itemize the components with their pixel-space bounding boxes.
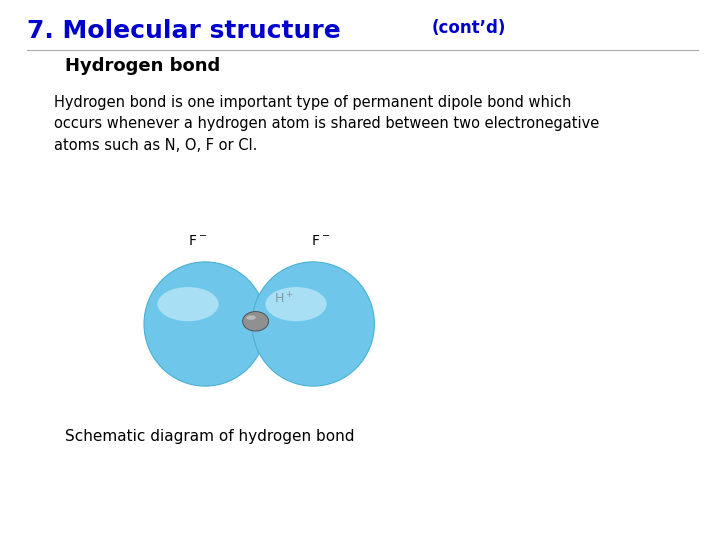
Text: Hydrogen bond: Hydrogen bond [65,57,220,75]
Text: Schematic diagram of hydrogen bond: Schematic diagram of hydrogen bond [65,429,354,444]
Text: F$^-$: F$^-$ [311,234,330,248]
Text: 7. Molecular structure: 7. Molecular structure [27,19,341,43]
Text: (cont’d): (cont’d) [432,19,506,37]
Ellipse shape [158,287,219,321]
Text: F$^-$: F$^-$ [189,234,207,248]
Ellipse shape [252,262,374,386]
Ellipse shape [246,315,256,320]
Ellipse shape [266,287,327,321]
Text: H$^+$: H$^+$ [274,291,294,306]
Ellipse shape [243,312,269,331]
Ellipse shape [144,262,266,386]
Text: Hydrogen bond is one important type of permanent dipole bond which
occurs whenev: Hydrogen bond is one important type of p… [54,94,599,153]
